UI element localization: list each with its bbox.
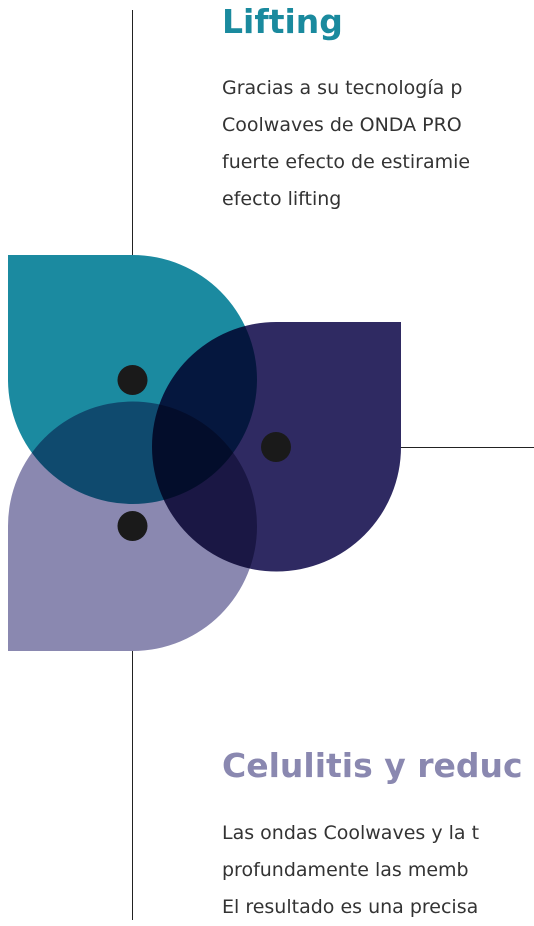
text-line: fuerte efecto de estiramie xyxy=(222,151,471,173)
dot xyxy=(117,511,148,541)
text-line: Gracias a su tecnología p xyxy=(222,77,463,99)
text-line: efecto lifting xyxy=(222,188,342,210)
text-line: Coolwaves de ONDA PRO xyxy=(222,114,462,136)
section-text: Gracias a su tecnología p Coolwaves de O… xyxy=(222,70,470,218)
dot xyxy=(261,432,291,462)
section-text: Las ondas Coolwaves y la t profundamente… xyxy=(222,815,479,926)
section-title: Lifting xyxy=(222,2,343,41)
text-line: Las ondas Coolwaves y la t xyxy=(222,822,480,844)
dot xyxy=(117,365,148,395)
text-line: El resultado es una precisa xyxy=(222,896,479,918)
section-title: Celulitis y reduc xyxy=(222,746,523,785)
text-line: profundamente las memb xyxy=(222,859,469,881)
petals xyxy=(8,255,401,651)
